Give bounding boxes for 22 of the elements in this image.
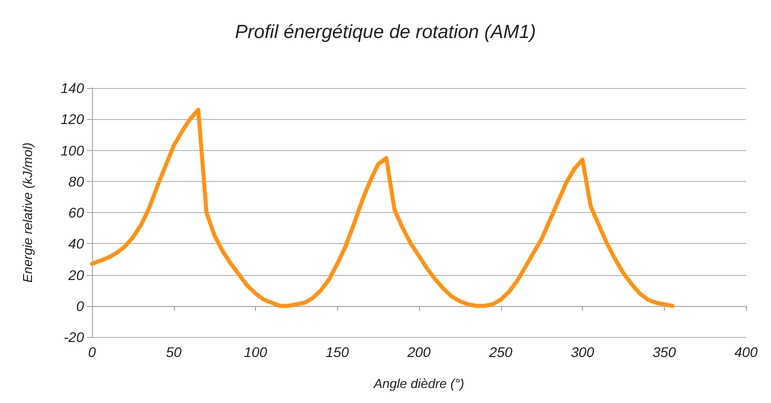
y-tick-label: 80 — [68, 173, 84, 190]
line-series — [90, 108, 674, 308]
x-tick-label: 200 — [406, 344, 431, 360]
y-tick-label: 20 — [67, 266, 84, 283]
y-tick-label: 40 — [68, 236, 84, 252]
y-tick-label: 120 — [60, 111, 84, 128]
x-tick-label: 400 — [734, 344, 758, 360]
y-axis-title: Energie relative (kJ/mol) — [20, 142, 35, 283]
y-tick-label: 60 — [68, 204, 84, 220]
x-tick-label: 350 — [652, 344, 676, 360]
y-tick-label: 0 — [76, 298, 84, 314]
chart-title: Profil énergétique de rotation (AM1) — [235, 22, 536, 43]
x-tick-label: 250 — [488, 344, 513, 360]
x-tick-label: 100 — [244, 344, 268, 360]
x-tick-label: 0 — [88, 344, 96, 360]
x-axis-title: Angle dièdre (°) — [372, 376, 464, 391]
x-tick-label: 300 — [570, 344, 594, 360]
y-tick-label: -20 — [64, 329, 84, 345]
y-tick-label: 140 — [60, 80, 84, 96]
x-tick-label: 50 — [166, 344, 182, 360]
x-tick-label: 150 — [326, 344, 350, 360]
y-tick-label: 100 — [60, 142, 84, 158]
